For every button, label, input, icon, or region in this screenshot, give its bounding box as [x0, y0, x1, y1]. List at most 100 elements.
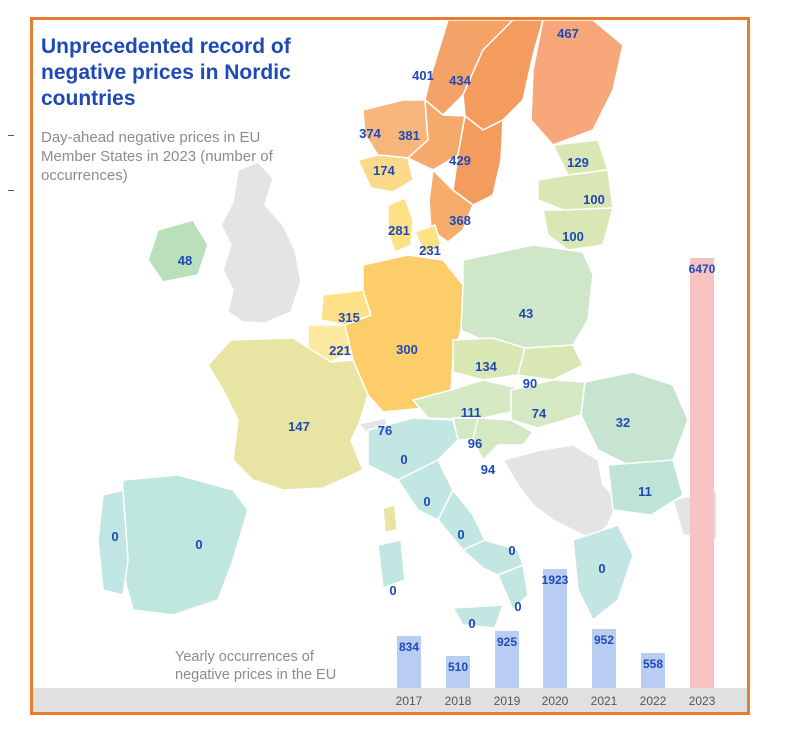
map-value-label: 381: [398, 128, 420, 143]
bar-2022: [641, 653, 665, 688]
corsica-shape: [382, 504, 398, 533]
bulgaria-shape: [607, 459, 684, 516]
bar-2019: [495, 631, 519, 688]
map-value-label: 368: [449, 213, 471, 228]
italy-north-shape: [367, 417, 459, 481]
margin-tick: [8, 190, 14, 191]
greece-shape: [572, 524, 634, 622]
axis-band: [33, 688, 747, 712]
map-value-label: 147: [288, 419, 310, 434]
norway-south-shape: [356, 154, 414, 193]
slovakia-shape: [517, 344, 585, 381]
norway-central-shape: [406, 98, 466, 171]
poland-shape: [460, 244, 594, 351]
italy-centre-south-shape: [437, 488, 487, 551]
map-value-label: 76: [378, 423, 392, 438]
bar-2017: [397, 636, 421, 688]
bar-2023: [690, 258, 714, 688]
romania-shape: [580, 371, 689, 466]
bar-value-label: 952: [594, 633, 614, 647]
map-value-label: 48: [178, 253, 192, 268]
sweden-north-shape: [462, 20, 544, 131]
france-shape: [207, 337, 369, 491]
sicily-shape: [451, 604, 505, 629]
map-value-label: 174: [373, 163, 395, 178]
bar-value-label: 925: [497, 635, 517, 649]
map-value-label: 0: [514, 599, 521, 614]
map-value-label: 100: [562, 229, 584, 244]
bar-chart: 834 2017 510 2018 925 2019 1923 2020 952 2021 558 2…: [396, 258, 716, 708]
chart-title: Unprecedented record of negative prices …: [41, 34, 341, 112]
margin-tick: [8, 135, 14, 136]
subtitle-line: Member States in 2023 (number of: [41, 148, 273, 165]
finland-shape: [530, 20, 624, 146]
sardinia-shape: [377, 539, 406, 590]
map-value-label: 221: [329, 343, 351, 358]
belgium-shape: [307, 324, 354, 363]
bar-value-label: 834: [399, 640, 419, 654]
map-value-label: 300: [396, 342, 418, 357]
map-value-label: 32: [616, 415, 630, 430]
europe-map: 834 2017 510 2018 925 2019 1923 2020 952 2021 558 2…: [33, 20, 747, 712]
map-value-label: 231: [419, 243, 441, 258]
x-tick-label: 2023: [689, 694, 716, 708]
denmark-east-shape: [413, 224, 442, 257]
map-value-label: 401: [412, 68, 434, 83]
map-value-label: 129: [567, 155, 589, 170]
caption-line: negative prices in the EU: [175, 667, 337, 683]
map-value-label: 111: [461, 405, 481, 420]
map-value-label: 134: [475, 359, 497, 374]
croatia-shape: [472, 417, 535, 462]
sweden-south-shape: [428, 168, 474, 243]
bar-value-label: 558: [643, 657, 663, 671]
title-line: negative prices in Nordic: [41, 61, 291, 84]
subtitle-line: occurrences): [41, 167, 128, 184]
map-value-label: 0: [468, 616, 475, 631]
nordic-regions: [356, 20, 624, 243]
map-value-label: 100: [583, 192, 605, 207]
ireland-shape: [147, 219, 209, 283]
west-regions: [97, 219, 369, 616]
x-tick-label: 2019: [494, 694, 521, 708]
central-regions: [411, 244, 689, 516]
map-value-label: 11: [638, 484, 652, 499]
map-value-label: 0: [457, 527, 464, 542]
great-britain-shape: [220, 161, 302, 324]
map-value-label: 281: [388, 223, 410, 238]
map-value-label: 434: [449, 73, 471, 88]
map-value-label: 0: [195, 537, 202, 552]
bar-2018: [446, 656, 470, 688]
map-value-label: 0: [400, 452, 407, 467]
chart-subtitle: Day-ahead negative prices in EU Member S…: [41, 128, 311, 185]
x-tick-label: 2017: [396, 694, 423, 708]
spain-shape: [120, 474, 249, 616]
x-tick-label: 2020: [542, 694, 569, 708]
map-value-label: 94: [481, 462, 496, 477]
map-value-label: 315: [338, 310, 360, 325]
map-value-label: 0: [111, 529, 118, 544]
map-value-label: 467: [557, 26, 579, 41]
bar-2020: [543, 569, 567, 688]
figure-frame: 834 2017 510 2018 925 2019 1923 2020 952 2021 558 2…: [30, 17, 750, 715]
map-value-label: 429: [449, 153, 471, 168]
map-value-label: 43: [519, 306, 533, 321]
calabria-shape: [497, 563, 529, 612]
baltic-regions: [537, 139, 614, 251]
italy-regions: [367, 417, 634, 629]
map-value-label: 90: [523, 376, 537, 391]
denmark-west-shape: [387, 197, 414, 254]
map-value-labels: 401 434 467 374 381 429 174 129 100 100 368 281 231 4…: [111, 26, 651, 631]
map-value-label: 0: [423, 494, 430, 509]
map-value-label: 0: [389, 583, 396, 598]
caption-line: Yearly occurrences of: [175, 649, 314, 665]
map-value-label: 374: [359, 126, 381, 141]
x-tick-label: 2018: [445, 694, 472, 708]
bar-2021: [592, 629, 616, 688]
bar-value-label: 1923: [542, 573, 569, 587]
subtitle-line: Day-ahead negative prices in EU: [41, 129, 261, 146]
x-tick-label: 2022: [640, 694, 667, 708]
balkans-shape: [501, 444, 619, 541]
sweden-central-shape: [452, 114, 504, 206]
title-line: countries: [41, 87, 136, 110]
title-line: Unprecedented record of: [41, 35, 291, 58]
